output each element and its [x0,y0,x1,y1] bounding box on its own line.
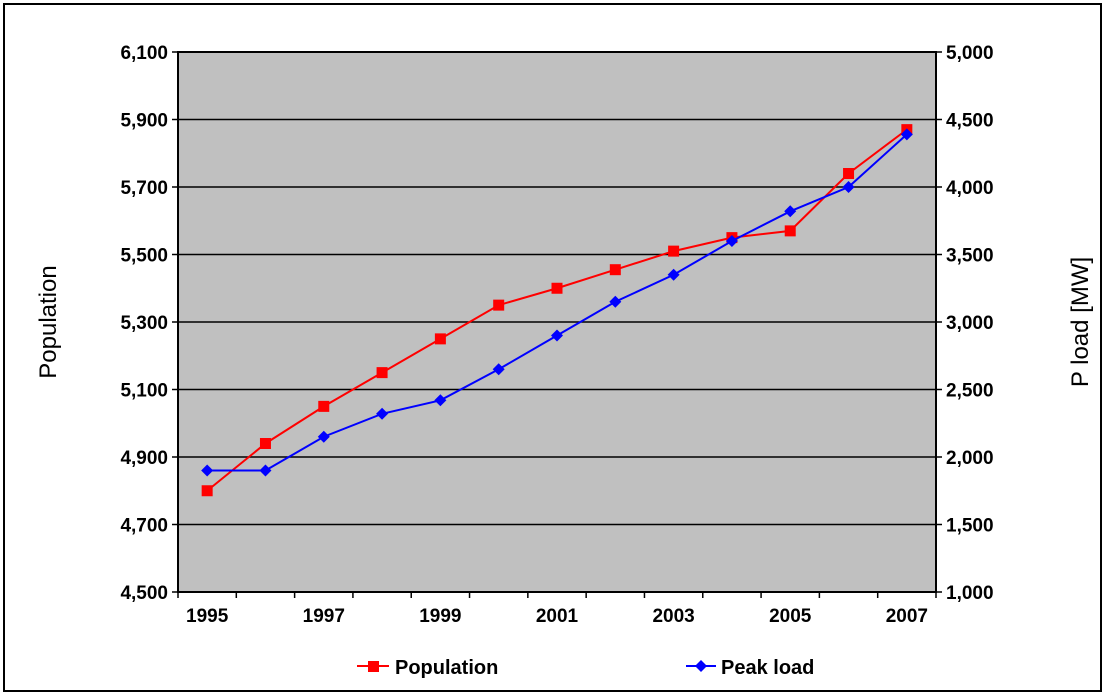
x-tick-label: 2005 [769,606,812,627]
population-point [318,400,330,412]
population-point [609,264,621,276]
y-right-tick-label: 4,500 [946,111,994,132]
legend: Population Peak load [357,657,814,679]
y-axis-right-title: P load [MW] [1067,257,1094,387]
legend-peak-load-marker [695,660,707,672]
peak-load-point [900,128,913,141]
y-left-tick-label: 4,900 [120,448,168,469]
peak-load-point [842,181,855,193]
x-tick-label: 1995 [186,606,229,627]
x-tick-label: 2003 [652,606,694,627]
y-left-tick-label: 4,500 [120,583,168,604]
peak-load-point [492,363,505,376]
y-right-tick-label: 4,000 [946,178,994,199]
y-right-tick-label: 3,500 [946,246,994,267]
gridlines [178,118,936,526]
y-right-tick-label: 5,000 [946,43,994,64]
peak-load-point [609,295,622,308]
peak-load-point [725,235,738,247]
population-point [434,333,446,345]
peak-load-point [376,407,389,420]
y-right-tick-label: 2,000 [946,448,994,469]
population-point [843,168,855,179]
y-left-tick-label: 5,500 [120,246,168,267]
population-point [784,225,796,237]
y-right-tick-label: 2,500 [946,381,994,402]
y-right-tick-label: 1,500 [946,516,994,537]
legend-population-marker [368,661,379,672]
y-right-tick-label: 3,000 [946,313,994,334]
x-tick-label: 1997 [303,606,345,627]
y-left-tick-label: 5,300 [120,313,168,334]
population-point [493,299,505,311]
legend-population-label: Population [395,657,498,679]
y-left-tick-label: 6,100 [120,43,168,64]
legend-peak-load-label: Peak load [721,657,814,679]
population-point [668,245,680,257]
y-left-tick-label: 5,700 [120,178,168,199]
peak-load-point [667,268,680,281]
peak-load-point [259,464,272,477]
y-right-tick-label: 1,000 [946,583,994,604]
population-point [259,438,271,449]
peak-load-point [784,205,797,218]
x-tick-label: 2007 [886,606,928,627]
population-point [376,367,388,379]
x-tick-label: 2001 [536,606,579,627]
peak-load-point [551,329,563,342]
y-left-tick-label: 5,100 [120,381,168,402]
x-axis-ticks: 1995 1997 1999 2001 2003 2005 2007 [177,592,937,627]
left-axis-ticks: 6,100 5,900 5,700 5,500 5,300 5,100 4,900 4,700… [120,43,178,604]
peak-load-point [434,394,447,407]
population-point [551,282,563,294]
y-left-tick-label: 4,700 [120,516,168,537]
series-layer [201,124,913,497]
right-axis-ticks: 5,000 4,500 4,000 3,500 3,000 2,500 2,000 1,500… [936,43,994,604]
peak-load-point [201,464,214,477]
x-tick-label: 1999 [419,606,461,627]
y-left-tick-label: 5,900 [120,111,168,132]
peak-load-point [317,430,330,443]
population-point [201,485,213,497]
y-axis-left-title: Population [35,265,62,378]
